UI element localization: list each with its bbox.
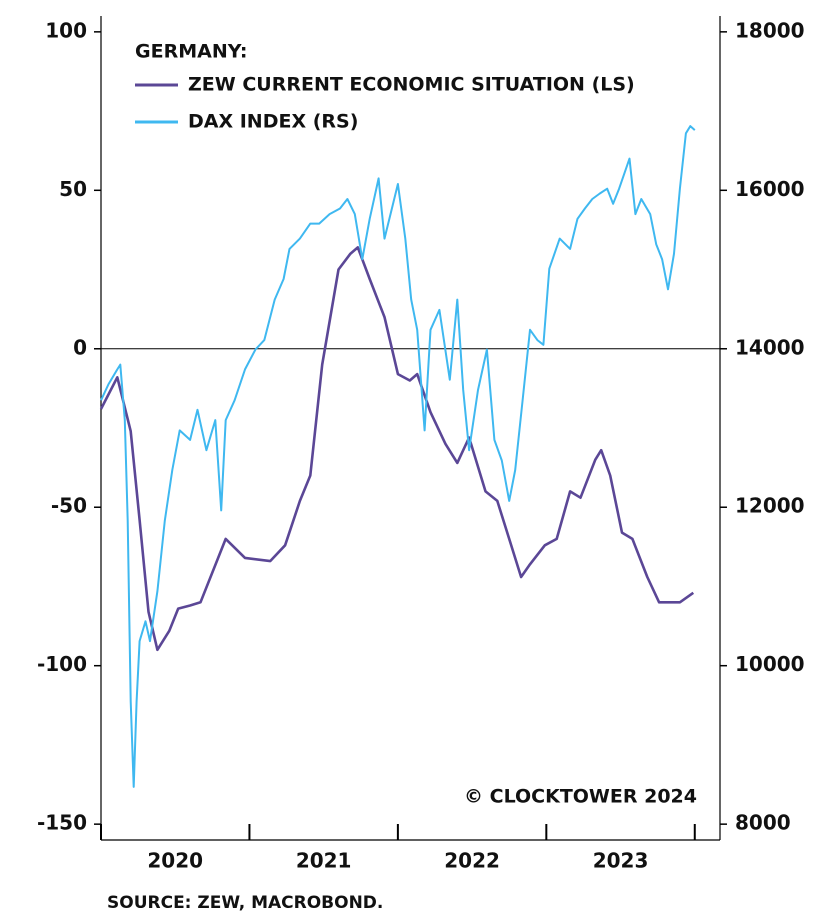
x-tick-label: 2022 [444, 849, 500, 873]
series-line [100, 125, 696, 788]
y2-tick-label: 14000 [735, 335, 805, 359]
y2-tick-label: 18000 [735, 18, 805, 42]
x-tick-label: 2020 [147, 849, 203, 873]
y2-tick-label: 16000 [735, 177, 805, 201]
y-tick-label: -150 [37, 811, 87, 835]
y-tick-label: 50 [59, 177, 87, 201]
y-tick-label: 100 [45, 18, 87, 42]
annotation: © CLOCKTOWER 2024 [464, 786, 697, 808]
y-tick-label: -50 [51, 494, 87, 518]
legend-label: ZEW CURRENT ECONOMIC SITUATION (LS) [188, 74, 635, 96]
x-tick-label: 2021 [296, 849, 352, 873]
series-line [99, 246, 695, 652]
y-tick-label: -100 [37, 652, 87, 676]
y2-tick-label: 10000 [735, 652, 805, 676]
legend-title: GERMANY: [135, 41, 247, 63]
y2-tick-label: 8000 [735, 811, 791, 835]
y2-tick-label: 12000 [735, 494, 805, 518]
x-tick-label: 2023 [593, 849, 649, 873]
y-tick-label: 0 [73, 335, 87, 359]
source: SOURCE: ZEW, MACROBOND. [107, 893, 383, 913]
legend-label: DAX INDEX (RS) [188, 111, 358, 133]
